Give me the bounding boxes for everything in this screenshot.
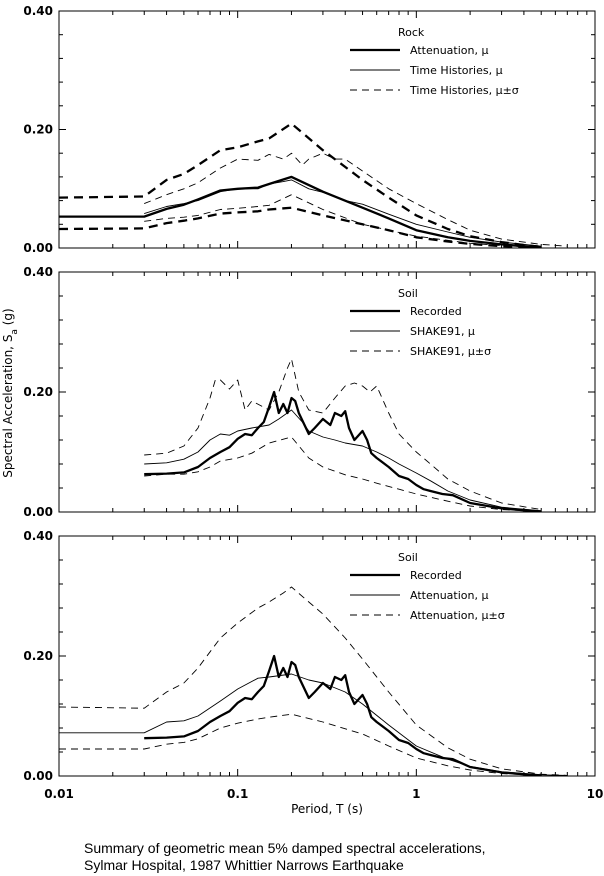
series-line-3	[59, 586, 568, 776]
y-axis-label-subscript: a	[10, 329, 20, 335]
y-tick-label: 0.00	[23, 505, 53, 519]
series-line-2	[144, 409, 542, 512]
series-line-4	[144, 436, 542, 512]
legend-title: Rock	[398, 26, 425, 39]
x-tick-label: 0.1	[227, 787, 248, 801]
series-line-1	[59, 175, 542, 248]
panel-2: 0.00 0.20 0.40 Soil Recorded SHAKE91, μ SHAKE9…	[23, 265, 596, 519]
legend-label: SHAKE91, μ±σ	[410, 345, 491, 358]
legend-title: Soil	[398, 551, 418, 564]
panel-1: 0.00 0.20 0.40 Rock Attenuation, μ Time Histo…	[23, 4, 596, 255]
series-line-3	[144, 358, 542, 511]
y-tick-label: 0.20	[23, 123, 53, 137]
legend-label: Recorded	[410, 305, 462, 318]
legend-label: Time Histories, μ±σ	[409, 84, 519, 97]
series-line-5	[59, 122, 542, 248]
y-axis-label-main: Spectral Acceleration, S	[1, 335, 15, 478]
series-line-2	[144, 179, 542, 247]
y-axis-label: Spectral Acceleration, Sa (g)	[1, 308, 20, 477]
x-tick-label: 10	[587, 787, 604, 801]
plot-frame	[58, 10, 596, 249]
y-tick-label: 0.40	[23, 4, 53, 18]
legend-label: Attenuation, μ	[410, 44, 488, 57]
legend-label: Attenuation, μ	[410, 589, 488, 602]
panel-3: 0.00 0.20 0.40 0.01 0.1 1 10 Soil Recorded Attenu…	[23, 529, 603, 801]
series-line-2	[59, 673, 568, 776]
y-tick-label: 0.00	[23, 769, 53, 783]
legend-label: Recorded	[410, 569, 462, 582]
series-line-6	[59, 206, 542, 248]
y-tick-label: 0.00	[23, 241, 53, 255]
legend-label: Time Histories, μ	[409, 64, 503, 77]
plot-frame	[58, 271, 596, 513]
legend-label: Attenuation, μ±σ	[410, 609, 505, 622]
caption-line-1: Summary of geometric mean 5% damped spec…	[84, 840, 486, 856]
y-tick-label: 0.20	[23, 385, 53, 399]
x-axis-label: Period, T (s)	[291, 802, 363, 816]
series-line-3	[144, 152, 568, 247]
y-axis-label-suffix: (g)	[1, 308, 15, 329]
series-line-4	[144, 194, 542, 248]
y-tick-label: 0.40	[23, 529, 53, 543]
caption-line-2: Sylmar Hospital, 1987 Whittier Narrows E…	[84, 857, 404, 873]
series-line-1	[144, 654, 542, 776]
x-tick-label: 0.01	[44, 787, 74, 801]
y-tick-label: 0.20	[23, 649, 53, 663]
legend-title: Soil	[398, 287, 418, 300]
plot-frame	[58, 535, 596, 777]
y-tick-label: 0.40	[23, 265, 53, 279]
x-tick-label: 1	[412, 787, 420, 801]
legend-label: SHAKE91, μ	[410, 325, 475, 338]
series-line-1	[144, 390, 542, 512]
series-line-4	[59, 713, 542, 776]
